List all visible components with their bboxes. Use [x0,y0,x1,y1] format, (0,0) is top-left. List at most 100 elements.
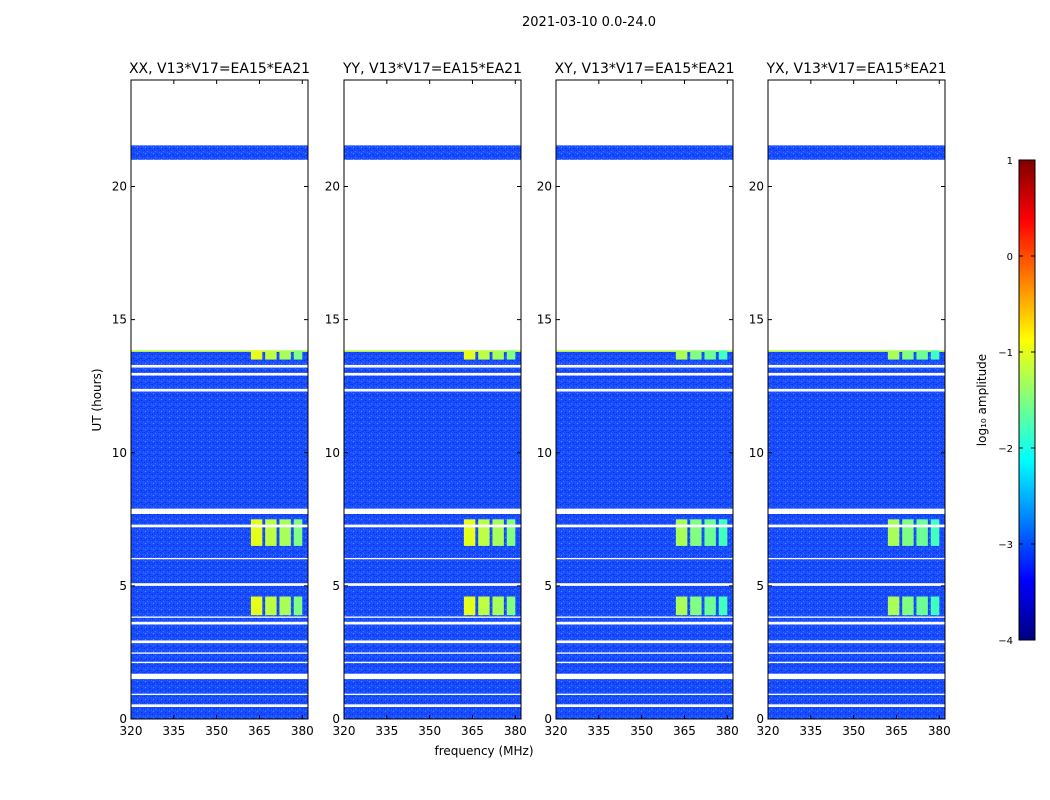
colorbar-tick-label: −1 [998,348,1013,359]
gap [556,693,733,696]
data-block [768,145,945,160]
gap [556,80,733,146]
band-cell [265,350,277,360]
gap [768,583,945,586]
x-tick-label: 335 [375,724,398,738]
gap [131,673,308,680]
band-cell [887,519,900,546]
gap [131,704,308,708]
x-tick-label: 380 [928,724,951,738]
gap [556,557,733,560]
band-cell [916,596,928,616]
gap [556,616,733,618]
y-tick-label: 10 [325,446,340,460]
gap [131,508,308,514]
band-cell [690,519,702,546]
gap [768,388,945,392]
panel-2: XY, V13*V17=EA15*EA21 320 335 350 365 380 0 5 10… [537,61,739,738]
band-cell [293,350,303,360]
band-cell [279,596,291,616]
x-tick-label: 335 [799,724,822,738]
gap [556,159,733,351]
band-cell [463,596,476,616]
gap [344,621,521,625]
band-cell [675,596,688,616]
gap [556,508,733,514]
band-cell [478,596,490,616]
band-cell [887,350,900,360]
y-tick-label: 0 [332,712,340,726]
gap [556,364,733,368]
y-tick-label: 15 [749,313,764,327]
x-tick-label: 365 [885,724,908,738]
gap [556,583,733,586]
gap [556,640,733,644]
band-cell [478,350,490,360]
gap [768,621,945,625]
gap [131,693,308,696]
band-cell [902,596,914,616]
band-cell [293,596,303,616]
band-cell [930,350,940,360]
gap [344,652,521,654]
x-axis-label: frequency (MHz) [434,744,533,758]
gap [344,583,521,586]
gap [344,673,521,680]
band-cell [930,596,940,616]
x-tick-label: 350 [842,724,865,738]
panel-1: YY, V13*V17=EA15*EA21 320 335 350 365 380 0 5 10… [325,61,527,738]
data-edge [768,348,945,352]
gap [131,372,308,376]
colorbar-gradient [1018,159,1036,641]
data-edge [344,348,521,352]
band-cell [930,519,940,546]
colorbar: 1 0 −1 −2 −3 −4 log₁₀ amplitude [975,156,1036,647]
band-cell [718,350,728,360]
x-tick-label: 350 [418,724,441,738]
y-tick-label: 10 [749,446,764,460]
panel-title: YX, V13*V17=EA15*EA21 [765,61,946,77]
x-tick-label: 380 [716,724,739,738]
gap [556,673,733,680]
y-tick-label: 0 [119,712,127,726]
band-cell [250,519,263,546]
gap [344,80,521,146]
y-tick-label: 0 [756,712,764,726]
gap [556,621,733,625]
panel-frame [343,79,522,720]
data-block [768,348,945,719]
gap [344,640,521,644]
x-tick-label: 365 [673,724,696,738]
panels: XX, V13*V17=EA15*EA21 320 335 350 365 380 0 5 10… [112,61,951,738]
gap [556,661,733,664]
x-tick-label: 320 [120,724,143,738]
panel-frame [767,79,946,720]
gap [344,557,521,560]
band-cell [279,350,291,360]
x-tick-label: 380 [291,724,314,738]
data-edge [556,348,733,352]
data-block [556,348,733,719]
band-cell [675,350,688,360]
gap [768,661,945,664]
gap [556,388,733,392]
x-tick-label: 380 [504,724,527,738]
data-block [131,145,308,160]
y-tick-label: 10 [537,446,552,460]
panel-title: YY, V13*V17=EA15*EA21 [342,61,522,77]
band-cell [293,519,303,546]
colorbar-tick-label: 0 [1007,252,1013,263]
y-tick-label: 5 [332,579,340,593]
band-cell [690,596,702,616]
gap [344,661,521,664]
gap [768,616,945,618]
gap [768,640,945,644]
band-cell [250,596,263,616]
gap [768,704,945,708]
y-tick-label: 10 [112,446,127,460]
band-cell [478,519,490,546]
panel-title: XX, V13*V17=EA15*EA21 [129,61,310,77]
y-tick-label: 0 [544,712,552,726]
x-tick-label: 365 [248,724,271,738]
panel-0: XX, V13*V17=EA15*EA21 320 335 350 365 380 0 5 10… [112,61,314,738]
